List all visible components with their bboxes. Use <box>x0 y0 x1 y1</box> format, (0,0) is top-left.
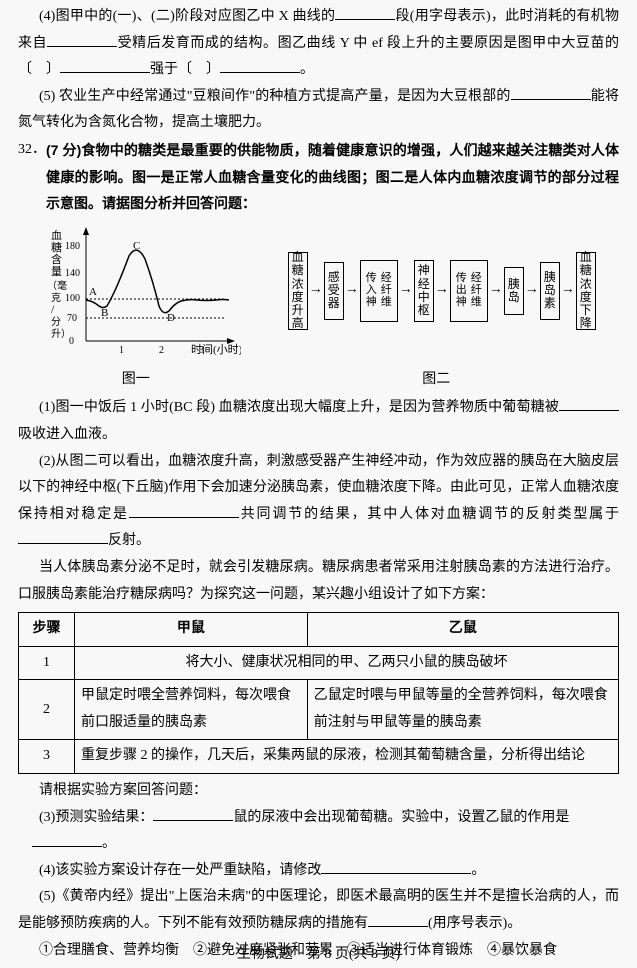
svg-text:140: 140 <box>65 268 80 279</box>
svg-text:2: 2 <box>159 345 164 356</box>
svg-text:C: C <box>133 240 140 252</box>
blank[interactable] <box>18 529 108 544</box>
svg-text:升）: 升） <box>51 328 71 340</box>
blank[interactable] <box>153 805 233 820</box>
caption-row: 图一 图二 <box>18 363 619 396</box>
figure-2-flow: 血糖浓度升高 → 感受器 → 传入神经纤维 → 神经中枢 → 传出神经纤维 → … <box>288 252 596 330</box>
blank[interactable] <box>559 396 619 411</box>
q32-intro: (7 分)食物中的糖类是最重要的供能物质，随着健康意识的增强，人们越来越关注糖类… <box>46 137 619 217</box>
svg-text:180: 180 <box>65 241 80 252</box>
th-step: 步骤 <box>19 613 75 647</box>
svg-text:B: B <box>101 307 108 319</box>
th-b: 乙鼠 <box>307 613 618 647</box>
q32-5: (5)《黄帝内经》提出"上医治未病"的中医理论，即医术最高明的医生并不是擅长治病… <box>18 884 619 937</box>
svg-text:糖: 糖 <box>51 240 62 254</box>
row-3: 重复步骤 2 的操作，几天后，采集两鼠的尿液，检测其葡萄糖含量，分析得出结论 <box>75 740 619 774</box>
page-footer: 生物试题 第 8 页(共 8 页) <box>18 942 619 968</box>
caption-2: 图二 <box>271 365 601 392</box>
step-2: 2 <box>19 680 75 740</box>
svg-text:0: 0 <box>69 336 74 347</box>
blank[interactable] <box>321 858 471 873</box>
blank[interactable] <box>47 31 117 46</box>
step-3: 3 <box>19 740 75 774</box>
blank[interactable] <box>129 502 239 517</box>
row-2a: 甲鼠定时喂全营养饲料，每次喂食前口服适量的胰岛素 <box>75 680 308 740</box>
q31-4: (4)图甲中的(一)、(二)阶段对应图乙中 X 曲线的段(用字母表示)，此时消耗… <box>18 4 619 84</box>
q32-post: 请根据实验方案回答问题： <box>18 778 619 805</box>
svg-text:A: A <box>89 286 97 298</box>
caption-1: 图一 <box>36 365 236 392</box>
q32-3: (3)预测实验结果：鼠的尿液中会出现葡萄糖。实验中，设置乙鼠的作用是 。 <box>18 805 619 858</box>
svg-text:70: 70 <box>67 313 77 324</box>
row-2b: 乙鼠定时喂与甲鼠等量的全营养饲料，每次喂食前注射与甲鼠等量的胰岛素 <box>307 680 618 740</box>
svg-text:含: 含 <box>51 252 62 266</box>
experiment-table: 步骤甲鼠乙鼠 1将大小、健康状况相同的甲、乙两只小鼠的胰岛破坏 2甲鼠定时喂全营… <box>18 612 619 774</box>
svg-text:100: 100 <box>65 293 80 304</box>
svg-text:量: 量 <box>51 265 62 278</box>
figure-row: 血糖含量 （毫克/分升） 0 70 100 140 180 1 2 3 时间(小… <box>18 221 619 361</box>
page-content: (4)图甲中的(一)、(二)阶段对应图乙中 X 曲线的段(用字母表示)，此时消耗… <box>18 4 619 964</box>
blank[interactable] <box>220 58 300 73</box>
svg-text:（毫: （毫 <box>47 279 67 292</box>
svg-text:时间(小时): 时间(小时) <box>191 343 241 356</box>
q32: 32． (7 分)食物中的糖类是最重要的供能物质，随着健康意识的增强，人们越来越… <box>18 137 619 217</box>
blank[interactable] <box>368 912 428 927</box>
q32-2: (2)从图二可以看出，血糖浓度升高，刺激感受器产生神经冲动，作为效应器的胰岛在大… <box>18 449 619 555</box>
svg-text:D: D <box>167 312 175 324</box>
svg-text:/: / <box>51 302 55 316</box>
blank[interactable] <box>335 5 395 20</box>
q31-5: (5) 农业生产中经常通过"豆粮间作"的种植方式提高产量，是因为大豆根部的能将氮… <box>18 84 619 137</box>
figure-1-chart: 血糖含量 （毫克/分升） 0 70 100 140 180 1 2 3 时间(小… <box>41 221 241 361</box>
q32-number: 32． <box>18 137 46 164</box>
row-1: 将大小、健康状况相同的甲、乙两只小鼠的胰岛破坏 <box>75 646 619 680</box>
blank[interactable] <box>60 58 150 73</box>
q32-1: (1)图一中饭后 1 小时(BC 段) 血糖浓度出现大幅度上升，是因为营养物质中… <box>18 395 619 448</box>
svg-text:分: 分 <box>51 316 61 328</box>
blank[interactable] <box>511 84 591 99</box>
svg-text:血: 血 <box>51 228 62 242</box>
q32-4: (4)该实验方案设计存在一处严重缺陷，请修改。 <box>18 858 619 885</box>
q32-mid: 当人体胰岛素分泌不足时，就会引发糖尿病。糖尿病患者常采用注射胰岛素的方法进行治疗… <box>18 555 619 608</box>
step-1: 1 <box>19 646 75 680</box>
svg-text:1: 1 <box>119 345 124 356</box>
th-a: 甲鼠 <box>75 613 308 647</box>
blank[interactable] <box>32 832 102 847</box>
